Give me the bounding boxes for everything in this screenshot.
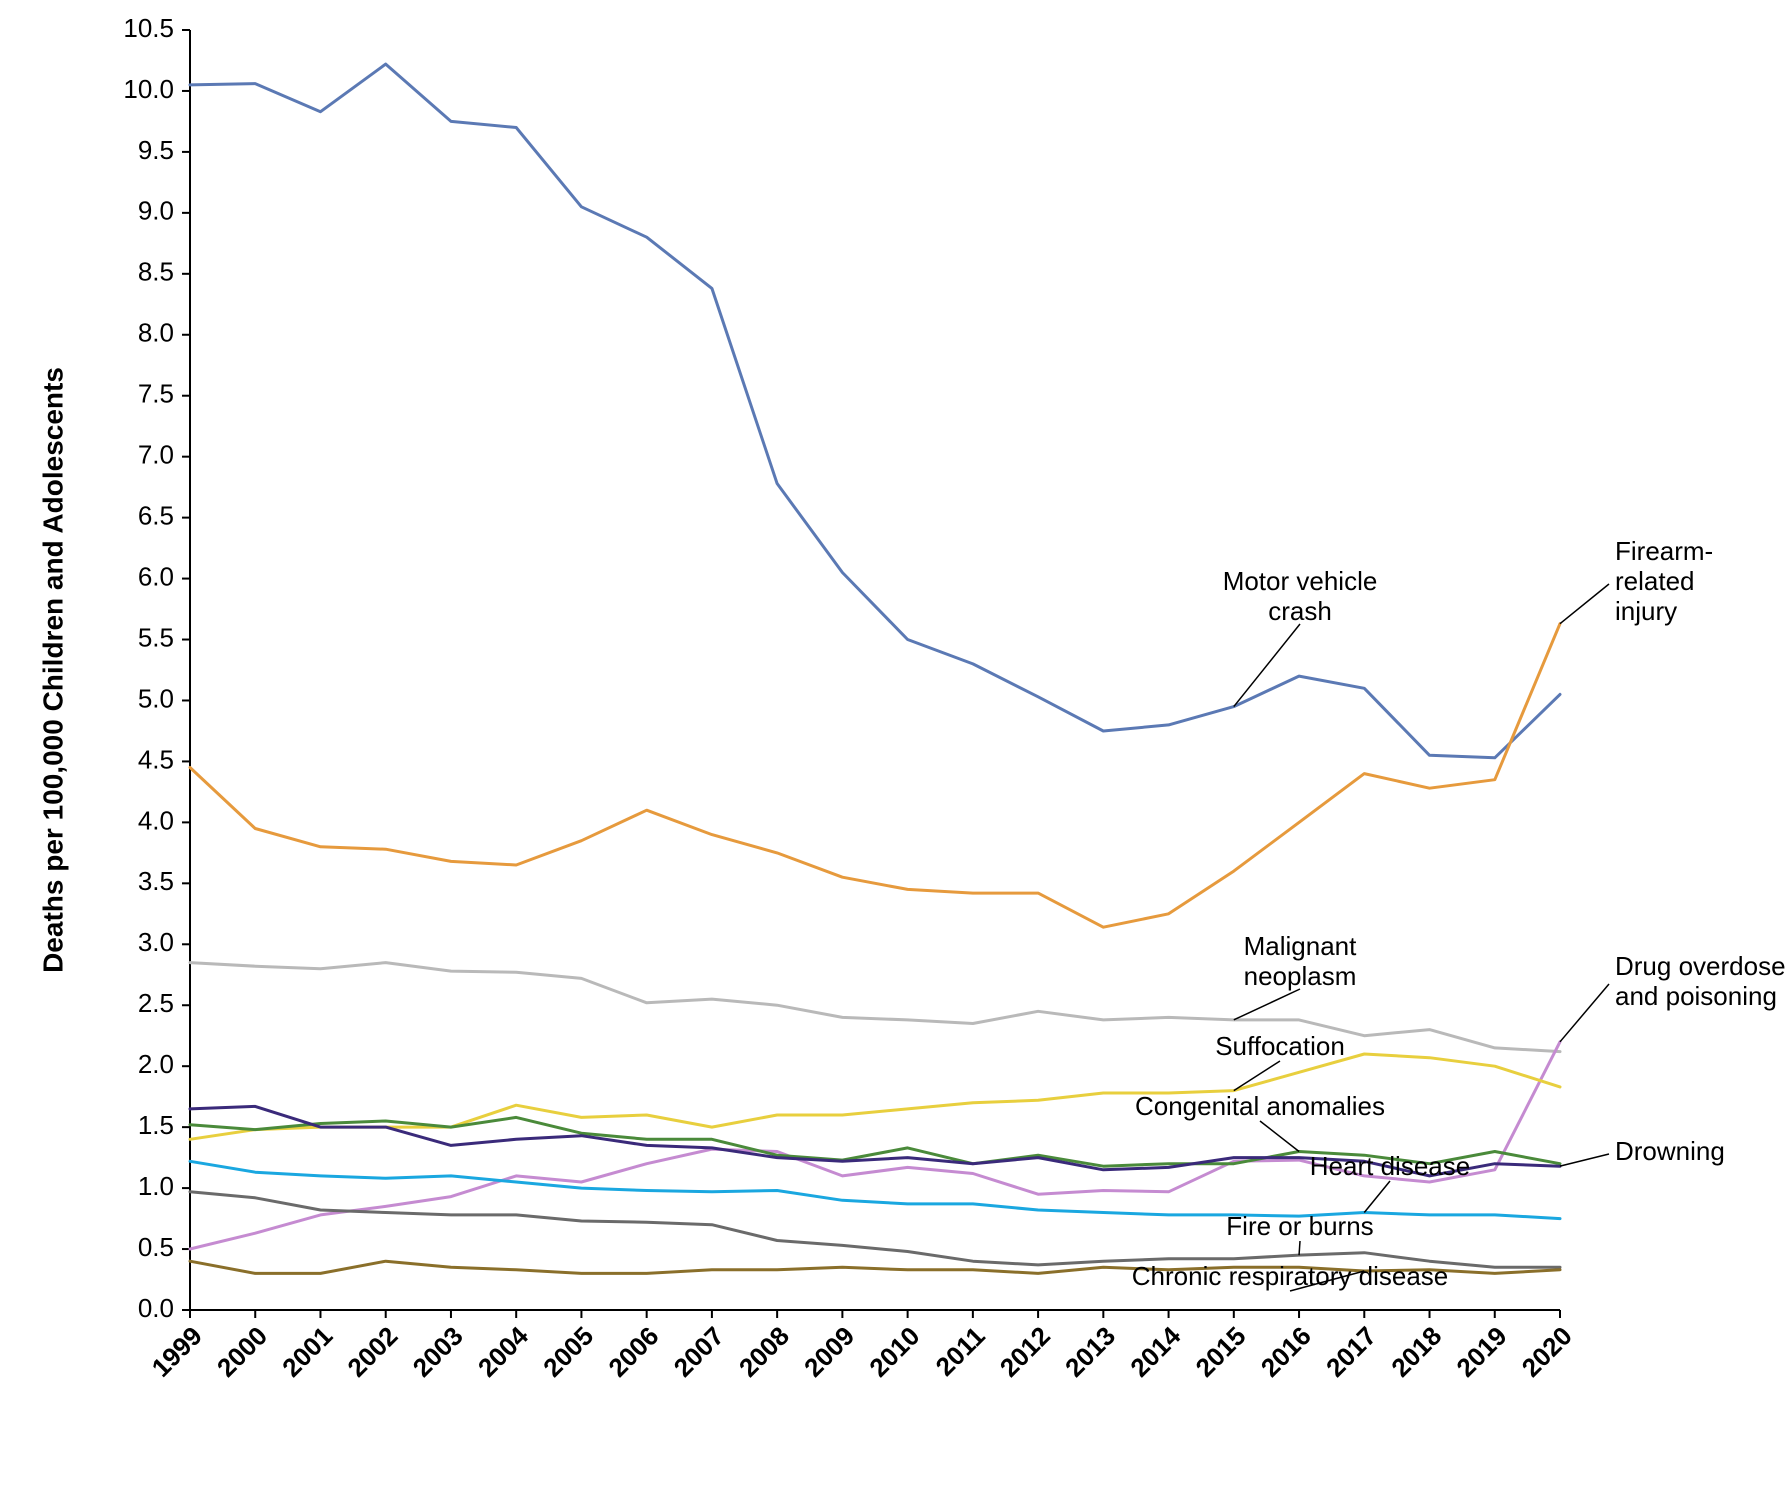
y-tick-label: 2.5 bbox=[138, 988, 174, 1018]
leader-suffocation bbox=[1234, 1061, 1280, 1091]
x-tick-label: 2003 bbox=[407, 1321, 469, 1383]
leader-malignant bbox=[1234, 989, 1300, 1020]
x-tick-label: 2018 bbox=[1385, 1321, 1447, 1383]
series-label-drowning: Drowning bbox=[1615, 1136, 1725, 1166]
y-tick-label: 6.0 bbox=[138, 561, 174, 591]
leader-fire bbox=[1299, 1241, 1300, 1255]
x-tick-label: 2014 bbox=[1124, 1320, 1186, 1382]
leader-motor_vehicle bbox=[1234, 624, 1300, 707]
y-tick-label: 0.0 bbox=[138, 1293, 174, 1323]
x-tick-label: 2000 bbox=[211, 1321, 273, 1383]
series-label-fire: Fire or burns bbox=[1226, 1211, 1373, 1241]
y-tick-label: 5.5 bbox=[138, 622, 174, 652]
x-tick-label: 2004 bbox=[472, 1320, 534, 1382]
series-label-firearm: Firearm-relatedinjury bbox=[1615, 536, 1713, 626]
chart-container: 0.0 0.5 1.0 1.5 2.0 2.5 3.0 3.5 4.0 4.5 5.0 5.5 6.0 6… bbox=[0, 0, 1790, 1491]
y-tick-label: 9.5 bbox=[138, 135, 174, 165]
y-tick-label: 10.0 bbox=[123, 74, 174, 104]
y-tick-label: 5.0 bbox=[138, 683, 174, 713]
y-tick-label: 1.5 bbox=[138, 1110, 174, 1140]
series-firearm bbox=[190, 624, 1560, 928]
y-tick-label: 3.0 bbox=[138, 927, 174, 957]
leader-congenital bbox=[1260, 1121, 1299, 1152]
series-label-respiratory: Chronic respiratory disease bbox=[1132, 1261, 1448, 1291]
y-tick-label: 2.0 bbox=[138, 1049, 174, 1079]
y-tick-label: 1.0 bbox=[138, 1171, 174, 1201]
y-tick-label: 8.5 bbox=[138, 257, 174, 287]
leader-drowning bbox=[1560, 1154, 1609, 1166]
x-tick-label: 2020 bbox=[1516, 1321, 1578, 1383]
series-label-malignant: Malignantneoplasm bbox=[1244, 931, 1358, 991]
x-tick-label: 2001 bbox=[276, 1321, 338, 1383]
y-tick-label: 9.0 bbox=[138, 196, 174, 226]
y-tick-label: 3.5 bbox=[138, 866, 174, 896]
x-tick-label: 2017 bbox=[1320, 1321, 1382, 1383]
x-tick-label: 2005 bbox=[537, 1321, 599, 1383]
x-tick-label: 2016 bbox=[1255, 1321, 1317, 1383]
y-tick-label: 7.0 bbox=[138, 440, 174, 470]
x-tick-label: 2013 bbox=[1059, 1321, 1121, 1383]
x-tick-label: 2002 bbox=[341, 1321, 403, 1383]
x-tick-label: 2009 bbox=[798, 1321, 860, 1383]
series-motor_vehicle bbox=[190, 64, 1560, 758]
x-tick-label: 2011 bbox=[930, 1321, 991, 1382]
y-tick-label: 0.5 bbox=[138, 1232, 174, 1262]
x-tick-label: 2015 bbox=[1190, 1321, 1252, 1383]
x-tick-label: 2019 bbox=[1450, 1321, 1512, 1383]
line-chart: 0.0 0.5 1.0 1.5 2.0 2.5 3.0 3.5 4.0 4.5 5.0 5.5 6.0 6… bbox=[0, 0, 1790, 1491]
x-tick-label: 2006 bbox=[602, 1321, 664, 1383]
y-tick-label: 4.5 bbox=[138, 744, 174, 774]
y-tick-label: 7.5 bbox=[138, 379, 174, 409]
series-label-congenital: Congenital anomalies bbox=[1135, 1091, 1385, 1121]
leader-drug_overdose bbox=[1560, 984, 1609, 1042]
series-label-heart: Heart disease bbox=[1310, 1151, 1470, 1181]
series-label-motor_vehicle: Motor vehiclecrash bbox=[1223, 566, 1378, 626]
series-label-drug_overdose: Drug overdoseand poisoning bbox=[1615, 951, 1786, 1011]
y-tick-label: 4.0 bbox=[138, 805, 174, 835]
y-axis-label: Deaths per 100,000 Children and Adolesce… bbox=[37, 367, 68, 973]
x-tick-label: 2012 bbox=[994, 1321, 1056, 1383]
x-tick-label: 2007 bbox=[668, 1321, 730, 1383]
y-tick-label: 10.5 bbox=[123, 13, 174, 43]
leader-firearm bbox=[1560, 584, 1609, 624]
y-tick-label: 8.0 bbox=[138, 318, 174, 348]
leader-heart bbox=[1364, 1181, 1390, 1212]
x-tick-label: 1999 bbox=[146, 1321, 208, 1383]
x-tick-label: 2008 bbox=[733, 1321, 795, 1383]
y-tick-label: 6.5 bbox=[138, 500, 174, 530]
series-label-suffocation: Suffocation bbox=[1215, 1031, 1345, 1061]
x-tick-label: 2010 bbox=[863, 1321, 925, 1383]
